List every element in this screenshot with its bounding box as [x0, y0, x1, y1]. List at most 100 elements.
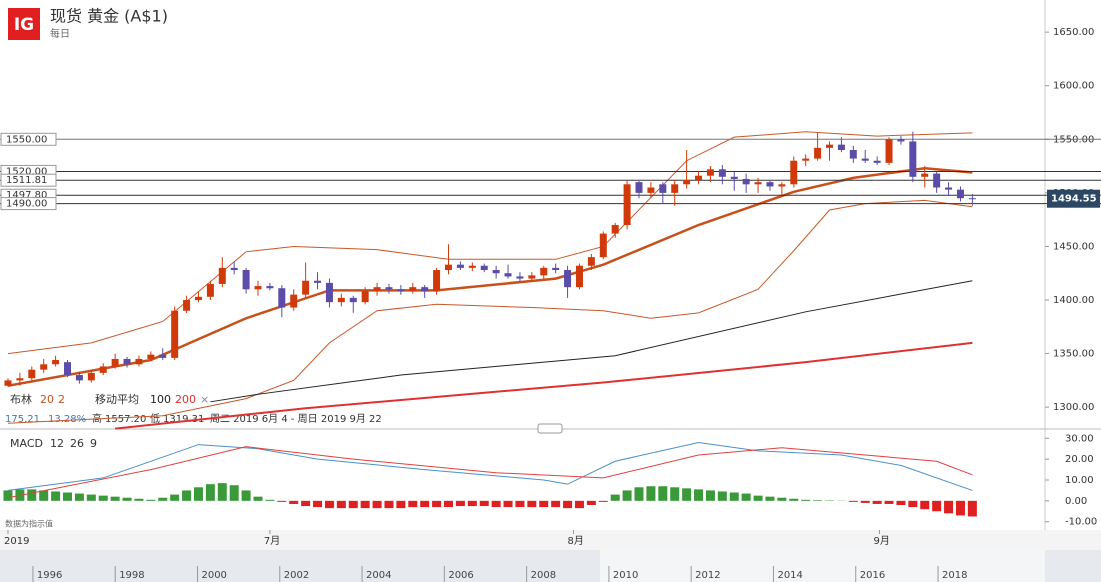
price-line-tag [0, 132, 57, 146]
histogram-bar [646, 486, 656, 501]
candle-body [897, 139, 905, 142]
navigator-label: 1996 [37, 570, 62, 581]
candle-body [564, 270, 572, 288]
last-price-tag [1047, 189, 1100, 208]
histogram-bar [551, 500, 561, 508]
histogram-bar [420, 500, 430, 508]
line [210, 280, 973, 403]
candle-body [695, 175, 703, 181]
histogram-bar [563, 500, 573, 509]
line [7, 166, 973, 387]
histogram-bar [170, 494, 180, 501]
histogram-bar [372, 500, 382, 509]
histogram-bar [860, 500, 870, 503]
candle-body [718, 169, 726, 177]
histogram-bar [3, 490, 13, 501]
histogram-bar [313, 500, 323, 508]
panel-resize-handle[interactable] [537, 423, 563, 434]
x-tick-label: 2019 [4, 536, 29, 547]
legend-close[interactable]: × [200, 393, 209, 406]
candle-body [445, 264, 453, 271]
line [7, 199, 973, 424]
price-line-label: 1497.80 [6, 190, 47, 201]
y-tick-label: 30.00 [1065, 433, 1094, 444]
candle-body [492, 270, 500, 274]
candle-body [552, 267, 560, 271]
candle-body [516, 276, 524, 279]
candle-body [528, 275, 536, 279]
candle-body [921, 173, 929, 177]
legend-label: 移动平均 [95, 393, 139, 406]
chart-title: 现货 黄金 (A$1) [50, 7, 168, 26]
date-axis-bg [0, 530, 1101, 550]
histogram-bar [789, 498, 799, 501]
navigator-label: 2018 [942, 570, 967, 581]
candle-body [766, 182, 774, 187]
candle-body [16, 378, 24, 381]
price-line-label: 1520.00 [6, 166, 47, 177]
candle-body [587, 257, 595, 266]
candle-body [575, 265, 583, 288]
histogram-bar [146, 499, 156, 501]
candle-body [99, 366, 107, 373]
y-tick-label: -10.00 [1065, 517, 1097, 528]
candle-body [337, 297, 345, 303]
histogram-bar [622, 490, 632, 501]
candle-body [873, 160, 881, 163]
histogram-bar [432, 500, 442, 508]
price-line-label: 1490.00 [6, 199, 47, 210]
histogram-bar [682, 488, 692, 501]
histogram-bar [396, 500, 406, 509]
macd-param: 9 [90, 437, 97, 450]
candle-body [790, 160, 798, 185]
histogram-bar [51, 491, 61, 501]
stat-change: 175.21 [5, 414, 40, 425]
histogram-bar [491, 500, 501, 508]
candle-body [385, 287, 393, 290]
candle-body [599, 233, 607, 258]
navigator-label: 2004 [366, 570, 391, 581]
x-tick-label: 9月 [874, 535, 890, 547]
y-tick-label: 1650.00 [1053, 27, 1094, 38]
histogram-bar [634, 487, 644, 501]
histogram-bar [98, 495, 108, 501]
candle-body [742, 178, 750, 185]
candle-body [230, 267, 238, 271]
histogram-bar [360, 500, 370, 509]
histogram-bar [848, 500, 858, 502]
histogram-bar [193, 487, 203, 501]
y-tick-label: 1350.00 [1053, 349, 1094, 360]
candle-body [52, 360, 60, 365]
candle-body [802, 158, 810, 161]
candle-body [647, 187, 655, 193]
macd-param: 12 [50, 437, 64, 450]
candle-body [123, 358, 131, 365]
histogram-bar [872, 500, 882, 504]
histogram-bar [182, 490, 192, 501]
navigator-label: 2012 [695, 570, 720, 581]
candle-body [909, 141, 917, 177]
legend-param: 20 [40, 393, 54, 406]
histogram-bar [63, 492, 73, 501]
histogram-bar [122, 497, 132, 501]
logo-text: IG [14, 15, 34, 35]
logo [8, 8, 40, 40]
price-line-tag [0, 197, 57, 211]
stat-low: 1319.31 [163, 414, 204, 425]
candle-body [147, 354, 155, 359]
histogram-bar [717, 491, 727, 501]
candle-body [206, 283, 214, 297]
histogram-bar [527, 500, 537, 508]
histogram-bar [158, 497, 168, 501]
histogram-bar [217, 483, 227, 501]
navigator-label: 1998 [119, 570, 144, 581]
line [7, 446, 973, 499]
candle-body [266, 286, 274, 289]
candle-body [159, 354, 167, 358]
stat-range: 周二 2019 6月 4 - 周日 2019 9月 22 [210, 413, 382, 425]
histogram-bar [574, 500, 584, 509]
histogram-bar [896, 500, 906, 505]
navigator-window[interactable] [600, 550, 1045, 582]
histogram-bar [777, 497, 787, 501]
